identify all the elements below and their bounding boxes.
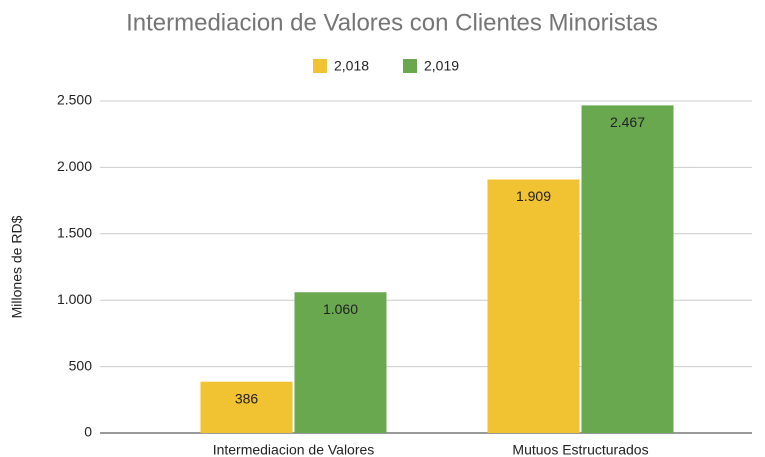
legend-label: 2,019 [424,58,459,74]
y-tick-label: 1.000 [57,291,92,307]
bar [581,105,674,434]
bar [200,381,293,433]
y-tick-label: 2.000 [57,158,92,174]
y-tick-label: 0 [84,424,92,440]
y-tick-label: 500 [69,357,93,373]
chart-title: Intermediacion de Valores con Clientes M… [126,9,658,36]
y-tick-label: 1.500 [57,225,92,241]
y-tick-label: 2.500 [57,92,92,108]
legend-swatch [403,59,417,73]
data-label: 2.467 [610,114,645,130]
legend-label: 2,018 [334,58,369,74]
data-label: 386 [235,390,259,406]
data-label: 1.909 [516,188,551,204]
data-label: 1.060 [323,301,358,317]
x-tick-label: Mutuos Estructurados [512,442,648,457]
y-axis-label: Millones de RD$ [9,215,25,318]
x-tick-label: Intermediacion de Valores [213,442,375,457]
bar [294,292,387,433]
legend-swatch [313,59,327,73]
bar [487,179,580,433]
